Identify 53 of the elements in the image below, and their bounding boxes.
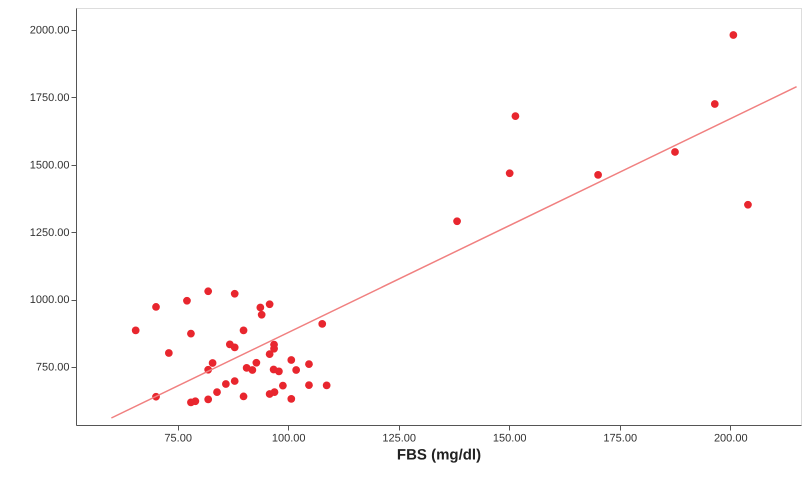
point bbox=[270, 388, 278, 396]
point bbox=[183, 296, 191, 305]
point bbox=[222, 380, 230, 388]
point bbox=[187, 330, 195, 338]
point bbox=[305, 360, 313, 368]
point bbox=[248, 366, 256, 374]
point bbox=[305, 381, 313, 389]
y-tick-label: 1250.00 bbox=[30, 226, 70, 239]
point bbox=[230, 377, 239, 385]
point bbox=[258, 310, 266, 319]
x-tick-label: 200.00 bbox=[714, 432, 748, 444]
point bbox=[287, 394, 296, 403]
point bbox=[208, 359, 216, 367]
x-tick-label: 75.00 bbox=[164, 432, 192, 444]
point bbox=[152, 303, 160, 311]
point bbox=[512, 112, 520, 120]
point bbox=[671, 148, 679, 156]
y-tick-label: 2000.00 bbox=[30, 24, 70, 37]
point bbox=[252, 358, 260, 367]
point bbox=[275, 367, 283, 376]
point bbox=[744, 200, 752, 209]
point bbox=[318, 320, 326, 328]
y-tick-label: 1000.00 bbox=[30, 294, 70, 306]
point bbox=[506, 169, 514, 178]
point bbox=[292, 366, 300, 374]
point bbox=[204, 287, 212, 296]
y-tick-label: 1750.00 bbox=[30, 92, 70, 104]
point bbox=[266, 300, 274, 308]
x-axis-title: FBS (mg/dl) bbox=[396, 446, 482, 464]
y-tick-label: 1500.00 bbox=[30, 159, 70, 172]
point bbox=[266, 350, 274, 358]
point bbox=[729, 31, 738, 39]
point bbox=[594, 170, 602, 179]
x-tick-label: 100.00 bbox=[272, 432, 306, 444]
point bbox=[230, 344, 239, 352]
x-tick-label: 125.00 bbox=[382, 432, 416, 444]
point bbox=[453, 217, 461, 226]
x-tick-label: 175.00 bbox=[603, 432, 638, 444]
point bbox=[213, 388, 221, 396]
x-tick-label: 150.00 bbox=[492, 432, 527, 444]
point bbox=[230, 290, 239, 298]
point bbox=[287, 356, 296, 364]
point bbox=[132, 326, 140, 334]
point bbox=[164, 349, 173, 357]
point bbox=[279, 382, 287, 390]
point bbox=[710, 100, 719, 108]
point bbox=[322, 382, 331, 390]
point bbox=[256, 304, 264, 312]
point bbox=[240, 326, 248, 334]
y-tick-label: 750.00 bbox=[36, 362, 70, 374]
point bbox=[240, 392, 248, 400]
point bbox=[204, 396, 212, 404]
point bbox=[191, 397, 200, 406]
